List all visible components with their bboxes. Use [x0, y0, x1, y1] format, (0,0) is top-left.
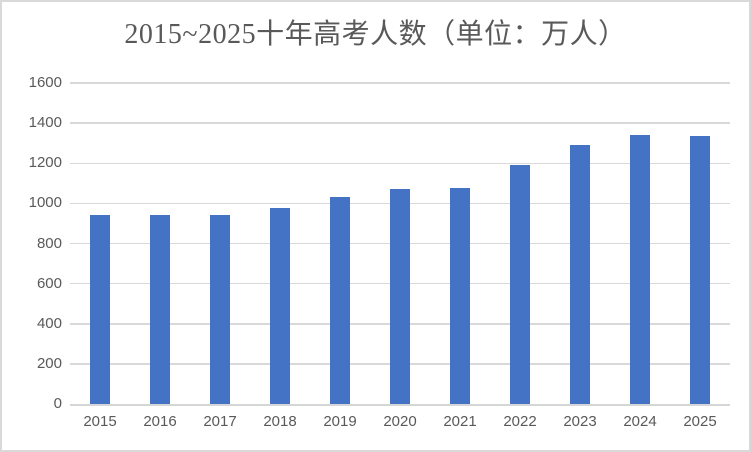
- x-axis-label: 2019: [323, 413, 357, 430]
- bar: [270, 208, 290, 404]
- bar: [330, 197, 350, 404]
- gridline: [70, 162, 730, 164]
- bar: [690, 136, 710, 404]
- y-axis-label: 200: [36, 354, 62, 372]
- x-axis-label: 2016: [143, 413, 177, 430]
- y-axis-label: 400: [36, 314, 62, 332]
- chart-title: 2015~2025十年高考人数（单位：万人）: [124, 19, 627, 50]
- x-axis-label: 2018: [263, 413, 297, 430]
- y-axis-label: 1600: [28, 74, 62, 91]
- bar: [210, 215, 230, 404]
- y-axis-label: 0: [53, 395, 62, 412]
- bar: [630, 134, 650, 404]
- x-axis-label: 2017: [203, 413, 237, 430]
- y-axis-label: 1200: [28, 154, 62, 172]
- y-axis-label: 600: [36, 274, 62, 292]
- x-axis-label: 2025: [683, 413, 717, 430]
- x-axis-label: 2015: [83, 413, 117, 430]
- x-axis-label: 2022: [503, 413, 537, 430]
- x-axis-label: 2020: [383, 413, 417, 430]
- x-axis-label: 2023: [563, 413, 597, 430]
- bar: [450, 187, 470, 404]
- x-axis-line: [70, 404, 730, 406]
- bar: [390, 189, 410, 404]
- gridline: [70, 122, 730, 124]
- bar: [150, 215, 170, 404]
- y-axis-label: 800: [36, 234, 62, 252]
- x-axis-label: 2021: [443, 413, 477, 430]
- y-axis-label: 1000: [28, 194, 62, 212]
- y-axis-label: 1400: [28, 114, 62, 132]
- gridline: [70, 82, 730, 84]
- bar: [90, 215, 110, 404]
- bar: [570, 144, 590, 404]
- x-axis-label: 2024: [623, 413, 657, 430]
- bar: [510, 164, 530, 404]
